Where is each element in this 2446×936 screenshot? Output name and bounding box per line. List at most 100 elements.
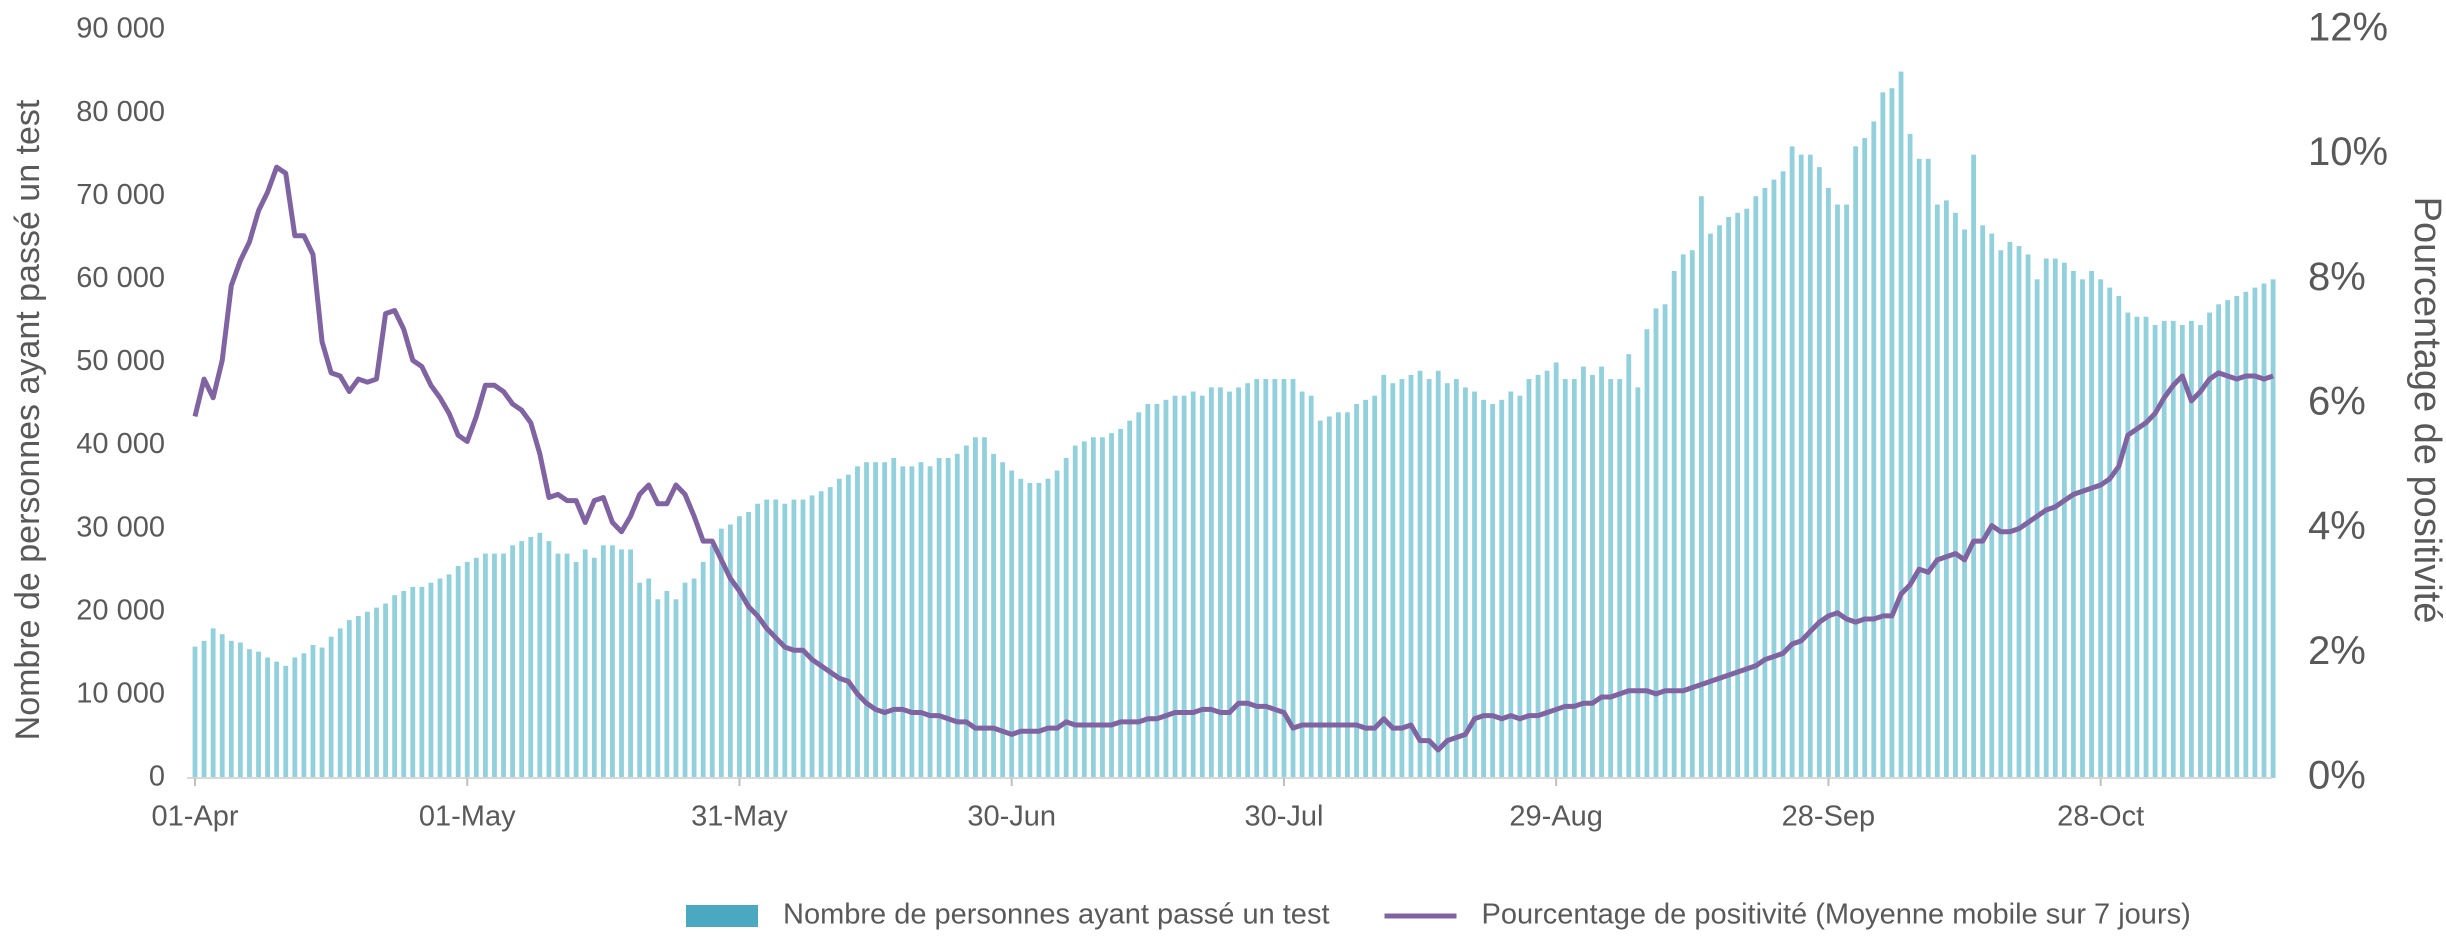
bar	[1880, 92, 1886, 779]
bar	[673, 599, 679, 778]
bar	[1435, 370, 1441, 778]
bar	[646, 578, 652, 778]
bar	[301, 653, 307, 778]
bar	[2016, 246, 2022, 779]
bar	[1118, 428, 1124, 778]
bar	[1481, 399, 1486, 778]
y-tick-label: 80 000	[76, 96, 165, 128]
bar	[319, 647, 325, 778]
bar	[827, 487, 833, 778]
bar	[1571, 379, 1577, 778]
bar	[1617, 379, 1623, 778]
y-tick-label: 70 000	[76, 179, 165, 211]
bar	[900, 466, 906, 778]
y-tick-label: 60 000	[76, 262, 165, 294]
bar	[492, 553, 497, 778]
bar	[836, 478, 842, 778]
y-tick-label: 40 000	[76, 428, 165, 460]
y-tick-label: 10 000	[76, 678, 165, 710]
bar	[2061, 262, 2067, 778]
bar	[1254, 379, 1260, 778]
bar	[1535, 374, 1541, 778]
y2-tick-label: 12%	[2308, 6, 2388, 50]
y-tick-label: 50 000	[76, 345, 165, 377]
bar	[891, 458, 897, 778]
bar	[464, 561, 470, 778]
bar	[510, 545, 516, 778]
bar	[591, 557, 597, 778]
bar	[2170, 320, 2176, 778]
bar	[1127, 420, 1133, 778]
bar	[1780, 171, 1786, 779]
x-tick-label: 28-Sep	[1782, 801, 1876, 833]
bar	[1934, 204, 1940, 779]
bar	[292, 657, 298, 778]
bar	[2270, 279, 2276, 778]
bar	[310, 645, 316, 778]
bar	[2143, 316, 2149, 778]
y-tick-label: 0	[149, 761, 165, 793]
bar	[1172, 395, 1178, 778]
bar	[1317, 420, 1323, 778]
bar	[1335, 412, 1341, 778]
bar	[973, 437, 978, 778]
bar	[247, 649, 252, 778]
bar	[864, 462, 869, 778]
bar	[1199, 395, 1205, 778]
bar	[1018, 478, 1024, 778]
bar	[1227, 391, 1232, 778]
bar	[1090, 437, 1096, 778]
bar	[855, 466, 860, 778]
bar	[537, 532, 543, 778]
bar	[1889, 88, 1895, 778]
bar	[1109, 433, 1114, 778]
bar	[1290, 379, 1296, 778]
bar	[945, 458, 951, 778]
bar	[1962, 229, 1967, 778]
bar	[346, 620, 352, 778]
bar	[1698, 196, 1704, 778]
bar	[963, 445, 969, 778]
bar	[1653, 308, 1659, 778]
bar	[1635, 387, 1641, 778]
bar	[337, 628, 343, 778]
bar	[355, 615, 361, 778]
bar	[1862, 138, 1868, 779]
bar	[2125, 312, 2131, 778]
bar	[219, 634, 225, 778]
bar	[1971, 154, 1977, 778]
bar	[1553, 362, 1559, 778]
bar	[482, 553, 488, 778]
legend-swatch	[686, 905, 758, 927]
bar	[700, 561, 706, 778]
bar	[1081, 441, 1087, 778]
bar	[265, 657, 270, 778]
bar	[573, 561, 579, 778]
bar	[1517, 395, 1523, 778]
bar	[2025, 254, 2031, 778]
bar	[2243, 291, 2249, 778]
bar	[1363, 399, 1369, 778]
bar	[845, 474, 851, 778]
bar	[2134, 316, 2140, 778]
bar	[1036, 482, 1042, 778]
bar	[1807, 154, 1813, 778]
bar	[1263, 379, 1269, 778]
bar	[1417, 370, 1423, 778]
bar	[2252, 287, 2258, 778]
bar	[2179, 325, 2185, 778]
bar	[1072, 445, 1078, 778]
bar	[991, 453, 996, 778]
bar	[1744, 208, 1750, 778]
y-tick-label: 30 000	[76, 511, 165, 543]
bar	[800, 499, 806, 778]
bar	[210, 628, 216, 778]
bar	[237, 642, 243, 778]
bar	[655, 599, 661, 778]
y2-tick-label: 10%	[2308, 130, 2388, 174]
bar	[1644, 329, 1650, 778]
bar	[782, 503, 788, 778]
bar	[201, 640, 207, 778]
bar	[1027, 482, 1033, 778]
bar	[727, 524, 733, 778]
